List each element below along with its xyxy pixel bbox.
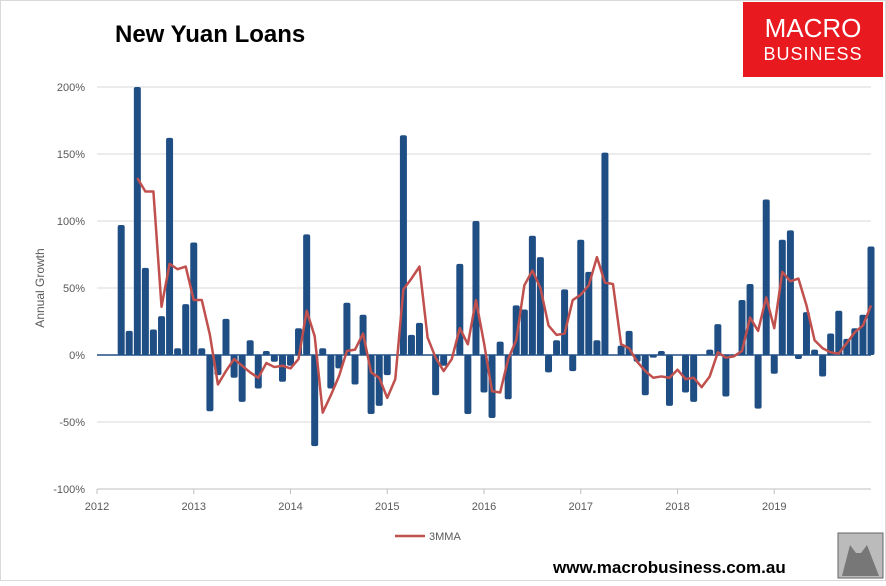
- bar: [246, 340, 254, 355]
- bar: [125, 330, 133, 355]
- bar: [714, 324, 722, 355]
- bar: [278, 355, 286, 382]
- x-tick-label: 2018: [665, 501, 689, 513]
- y-tick-label: 200%: [57, 82, 85, 94]
- bar: [722, 355, 730, 397]
- bar: [569, 355, 577, 372]
- bar: [407, 334, 415, 355]
- bar: [786, 230, 794, 355]
- logo-text: MACRO: [765, 13, 862, 43]
- legend-label: 3MMA: [429, 531, 461, 543]
- bar: [343, 302, 351, 355]
- bar: [480, 355, 488, 393]
- y-tick-label: 100%: [57, 216, 85, 228]
- bar: [222, 318, 230, 355]
- bar: [601, 152, 609, 355]
- bar: [617, 345, 625, 355]
- bar: [827, 333, 835, 355]
- bar: [843, 338, 851, 355]
- x-tick-label: 2014: [278, 501, 302, 513]
- bar: [794, 355, 802, 360]
- bar: [415, 322, 423, 355]
- bar: [174, 348, 182, 355]
- bar: [778, 239, 786, 355]
- logo-box: [743, 2, 883, 77]
- bar: [464, 355, 472, 414]
- bar: [835, 310, 843, 355]
- bar: [141, 267, 149, 355]
- bar: [770, 355, 778, 374]
- bar: [440, 355, 448, 366]
- bar: [166, 137, 174, 355]
- bar: [472, 221, 480, 355]
- bar: [585, 271, 593, 355]
- bar: [206, 355, 214, 412]
- bar: [351, 355, 359, 385]
- bar: [682, 355, 690, 393]
- x-tick-label: 2013: [182, 501, 206, 513]
- bar: [311, 355, 319, 447]
- bar: [303, 234, 311, 355]
- x-tick-label: 2012: [85, 501, 109, 513]
- footer-url: www.macrobusiness.com.au: [552, 558, 786, 577]
- bar: [665, 355, 673, 406]
- bar: [287, 355, 294, 366]
- bar: [254, 355, 262, 389]
- y-tick-label: -100%: [53, 484, 85, 496]
- bar: [270, 355, 278, 362]
- bar: [802, 312, 810, 355]
- bar: [754, 355, 762, 409]
- bar: [859, 314, 867, 355]
- bar: [520, 309, 528, 355]
- bar: [762, 199, 770, 355]
- bar: [262, 350, 270, 355]
- x-tick-label: 2015: [375, 501, 399, 513]
- bar: [432, 355, 440, 396]
- x-tick-label: 2017: [569, 501, 593, 513]
- bar: [867, 246, 875, 355]
- bar: [182, 304, 190, 355]
- bar: [593, 340, 601, 355]
- bar: [238, 355, 246, 402]
- bar: [383, 355, 391, 376]
- bar: [657, 350, 665, 355]
- bar: [149, 329, 157, 355]
- bar: [536, 257, 544, 355]
- bar: [553, 340, 561, 355]
- x-tick-label: 2016: [472, 501, 496, 513]
- chart-title: New Yuan Loans: [115, 21, 305, 48]
- bar: [198, 348, 206, 355]
- bar: [335, 355, 343, 369]
- y-tick-label: 0%: [69, 350, 85, 362]
- bar: [117, 225, 125, 355]
- bar: [528, 235, 536, 355]
- bar: [811, 349, 819, 355]
- logo-text: BUSINESS: [763, 44, 862, 64]
- bar: [319, 348, 327, 355]
- x-tick-label: 2019: [762, 501, 786, 513]
- bar: [545, 355, 553, 373]
- bar: [327, 355, 335, 389]
- bar: [641, 355, 649, 396]
- bar: [158, 316, 166, 355]
- y-tick-label: 50%: [63, 283, 85, 295]
- bar: [496, 341, 504, 355]
- y-tick-label: 150%: [57, 149, 85, 161]
- wolf-logo: [842, 545, 879, 576]
- y-axis-label: Annual Growth: [33, 248, 47, 327]
- bar: [133, 87, 141, 355]
- y-tick-label: -50%: [59, 417, 85, 429]
- bar: [577, 239, 585, 355]
- bar: [819, 355, 827, 377]
- bar: [706, 349, 714, 355]
- line: [136, 177, 873, 414]
- bar: [561, 289, 569, 355]
